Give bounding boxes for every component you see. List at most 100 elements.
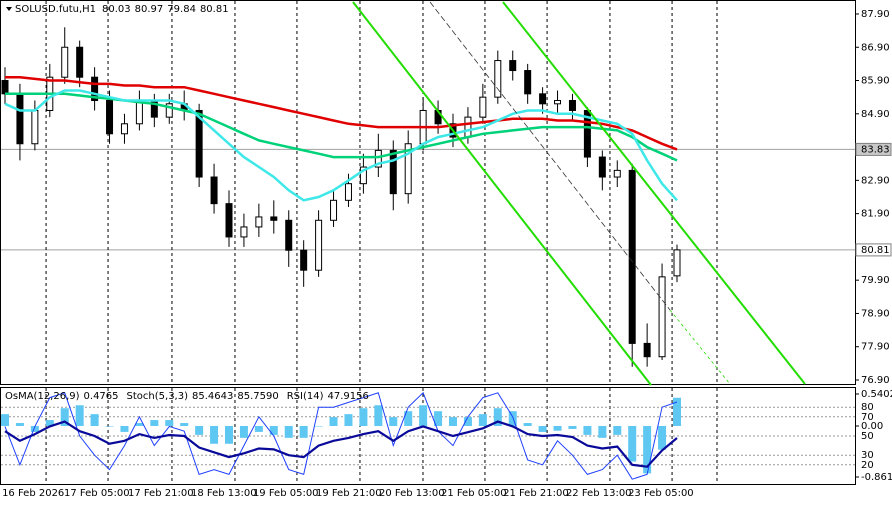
osma-bar — [344, 414, 353, 426]
candle-body — [524, 70, 532, 95]
candle-body — [643, 342, 651, 358]
candle-body — [613, 169, 621, 178]
candle-body — [106, 99, 114, 135]
candle-body — [389, 149, 397, 195]
candle-body — [16, 93, 24, 145]
osma-bar — [463, 417, 472, 426]
trend-line — [669, 309, 731, 385]
header-value: 79.84 — [167, 4, 196, 15]
candle-body — [494, 60, 502, 98]
candle-body — [539, 93, 547, 105]
candle-body — [315, 219, 323, 271]
candle-body — [628, 169, 636, 344]
y2-tick-label: 0.00 — [861, 421, 883, 432]
osma-bar — [165, 420, 174, 426]
osma-bar — [135, 423, 144, 426]
x-tick-label: 23 Feb 05:00 — [628, 488, 694, 499]
osma-bar — [553, 425, 562, 431]
candle-body — [509, 60, 517, 72]
candle-body — [464, 116, 472, 138]
candle-body — [240, 226, 248, 238]
osma-bar — [583, 425, 592, 435]
x-tick-label: 21 Feb 21:00 — [503, 488, 569, 499]
osma-bar — [598, 425, 607, 438]
candle-body — [135, 99, 143, 125]
x-tick-label: 18 Feb 13:00 — [191, 488, 257, 499]
trend-line — [502, 1, 806, 385]
candle-body — [225, 203, 233, 238]
candle-body — [195, 109, 203, 178]
osma-bar — [1, 414, 9, 426]
trend-line — [352, 1, 652, 386]
y2-tick-label: 0.5402 — [861, 389, 892, 400]
y2-tick-label: -0.861 — [861, 472, 892, 483]
header-value: 47.9156 — [328, 391, 369, 402]
osma-bar — [673, 397, 681, 426]
candle-body — [344, 183, 352, 201]
osma-bar — [284, 425, 293, 438]
x-tick-label: 17 Feb 05:00 — [64, 488, 130, 499]
candle-body — [120, 123, 128, 135]
candle-body — [1, 80, 9, 95]
osma-bar — [225, 425, 233, 444]
osma-bar — [449, 417, 457, 426]
osma-bar — [239, 425, 248, 438]
x-tick-label: 17 Feb 21:00 — [128, 488, 194, 499]
candle-body — [568, 99, 576, 111]
price-level-label: 80.81 — [861, 245, 890, 256]
osma-bar — [15, 423, 24, 426]
candle-body — [300, 249, 308, 271]
osma-bar — [210, 425, 219, 444]
header-value: 80.97 — [135, 4, 164, 15]
candle-body — [76, 46, 84, 78]
header-value: RSI(14) — [287, 391, 324, 402]
level-label: 50 — [861, 431, 874, 442]
price-level-label: 83.83 — [861, 144, 890, 155]
rsi-line — [4, 420, 678, 468]
y-tick-label: 82.90 — [861, 175, 890, 186]
osma-bar — [120, 425, 129, 432]
candle-body — [255, 216, 263, 228]
header-value: 85.4643 — [192, 391, 233, 402]
x-tick-label: 21 Feb 05:00 — [441, 488, 507, 499]
candle-body — [270, 216, 278, 221]
candle-body — [31, 109, 39, 145]
osma-bar — [45, 420, 54, 426]
osma-bar — [150, 420, 159, 426]
x-tick-label: 16 Feb 2026 — [2, 488, 64, 499]
header-value: 80.81 — [200, 4, 229, 15]
x-tick-label: 22 Feb 13:00 — [566, 488, 632, 499]
osma-bar — [195, 425, 204, 435]
candle-body — [61, 46, 69, 78]
osma-bar — [419, 405, 428, 426]
osma-bar — [60, 408, 69, 426]
candle-body — [359, 166, 367, 185]
candle-body — [285, 219, 293, 251]
osma-bar — [329, 417, 338, 426]
y-tick-label: 84.90 — [861, 109, 890, 120]
y-tick-label: 79.90 — [861, 275, 890, 286]
y-tick-label: 77.90 — [861, 342, 890, 353]
candle-body — [479, 96, 487, 118]
osma-bar — [389, 417, 398, 426]
candle-body — [583, 109, 591, 158]
candle-body — [658, 276, 666, 358]
candle-body — [210, 176, 218, 205]
main-panel — [0, 0, 856, 385]
symbol-title: SOLUSD.futu,H1 — [15, 4, 96, 15]
osma-bar — [628, 425, 637, 462]
trend-line — [429, 1, 671, 311]
header-value: OsMA(12,26,9) — [5, 391, 80, 402]
osma-bar — [493, 408, 502, 426]
level-label: 70 — [861, 412, 874, 423]
osma-bar — [538, 425, 547, 432]
osma-bar — [523, 423, 532, 426]
candle-body — [374, 149, 382, 168]
osma-bar — [180, 423, 189, 426]
moving-average — [5, 75, 678, 151]
osma-bar — [30, 425, 39, 432]
price-level-box — [855, 243, 892, 257]
osma-bar — [568, 425, 577, 429]
osma-bar — [359, 408, 368, 426]
